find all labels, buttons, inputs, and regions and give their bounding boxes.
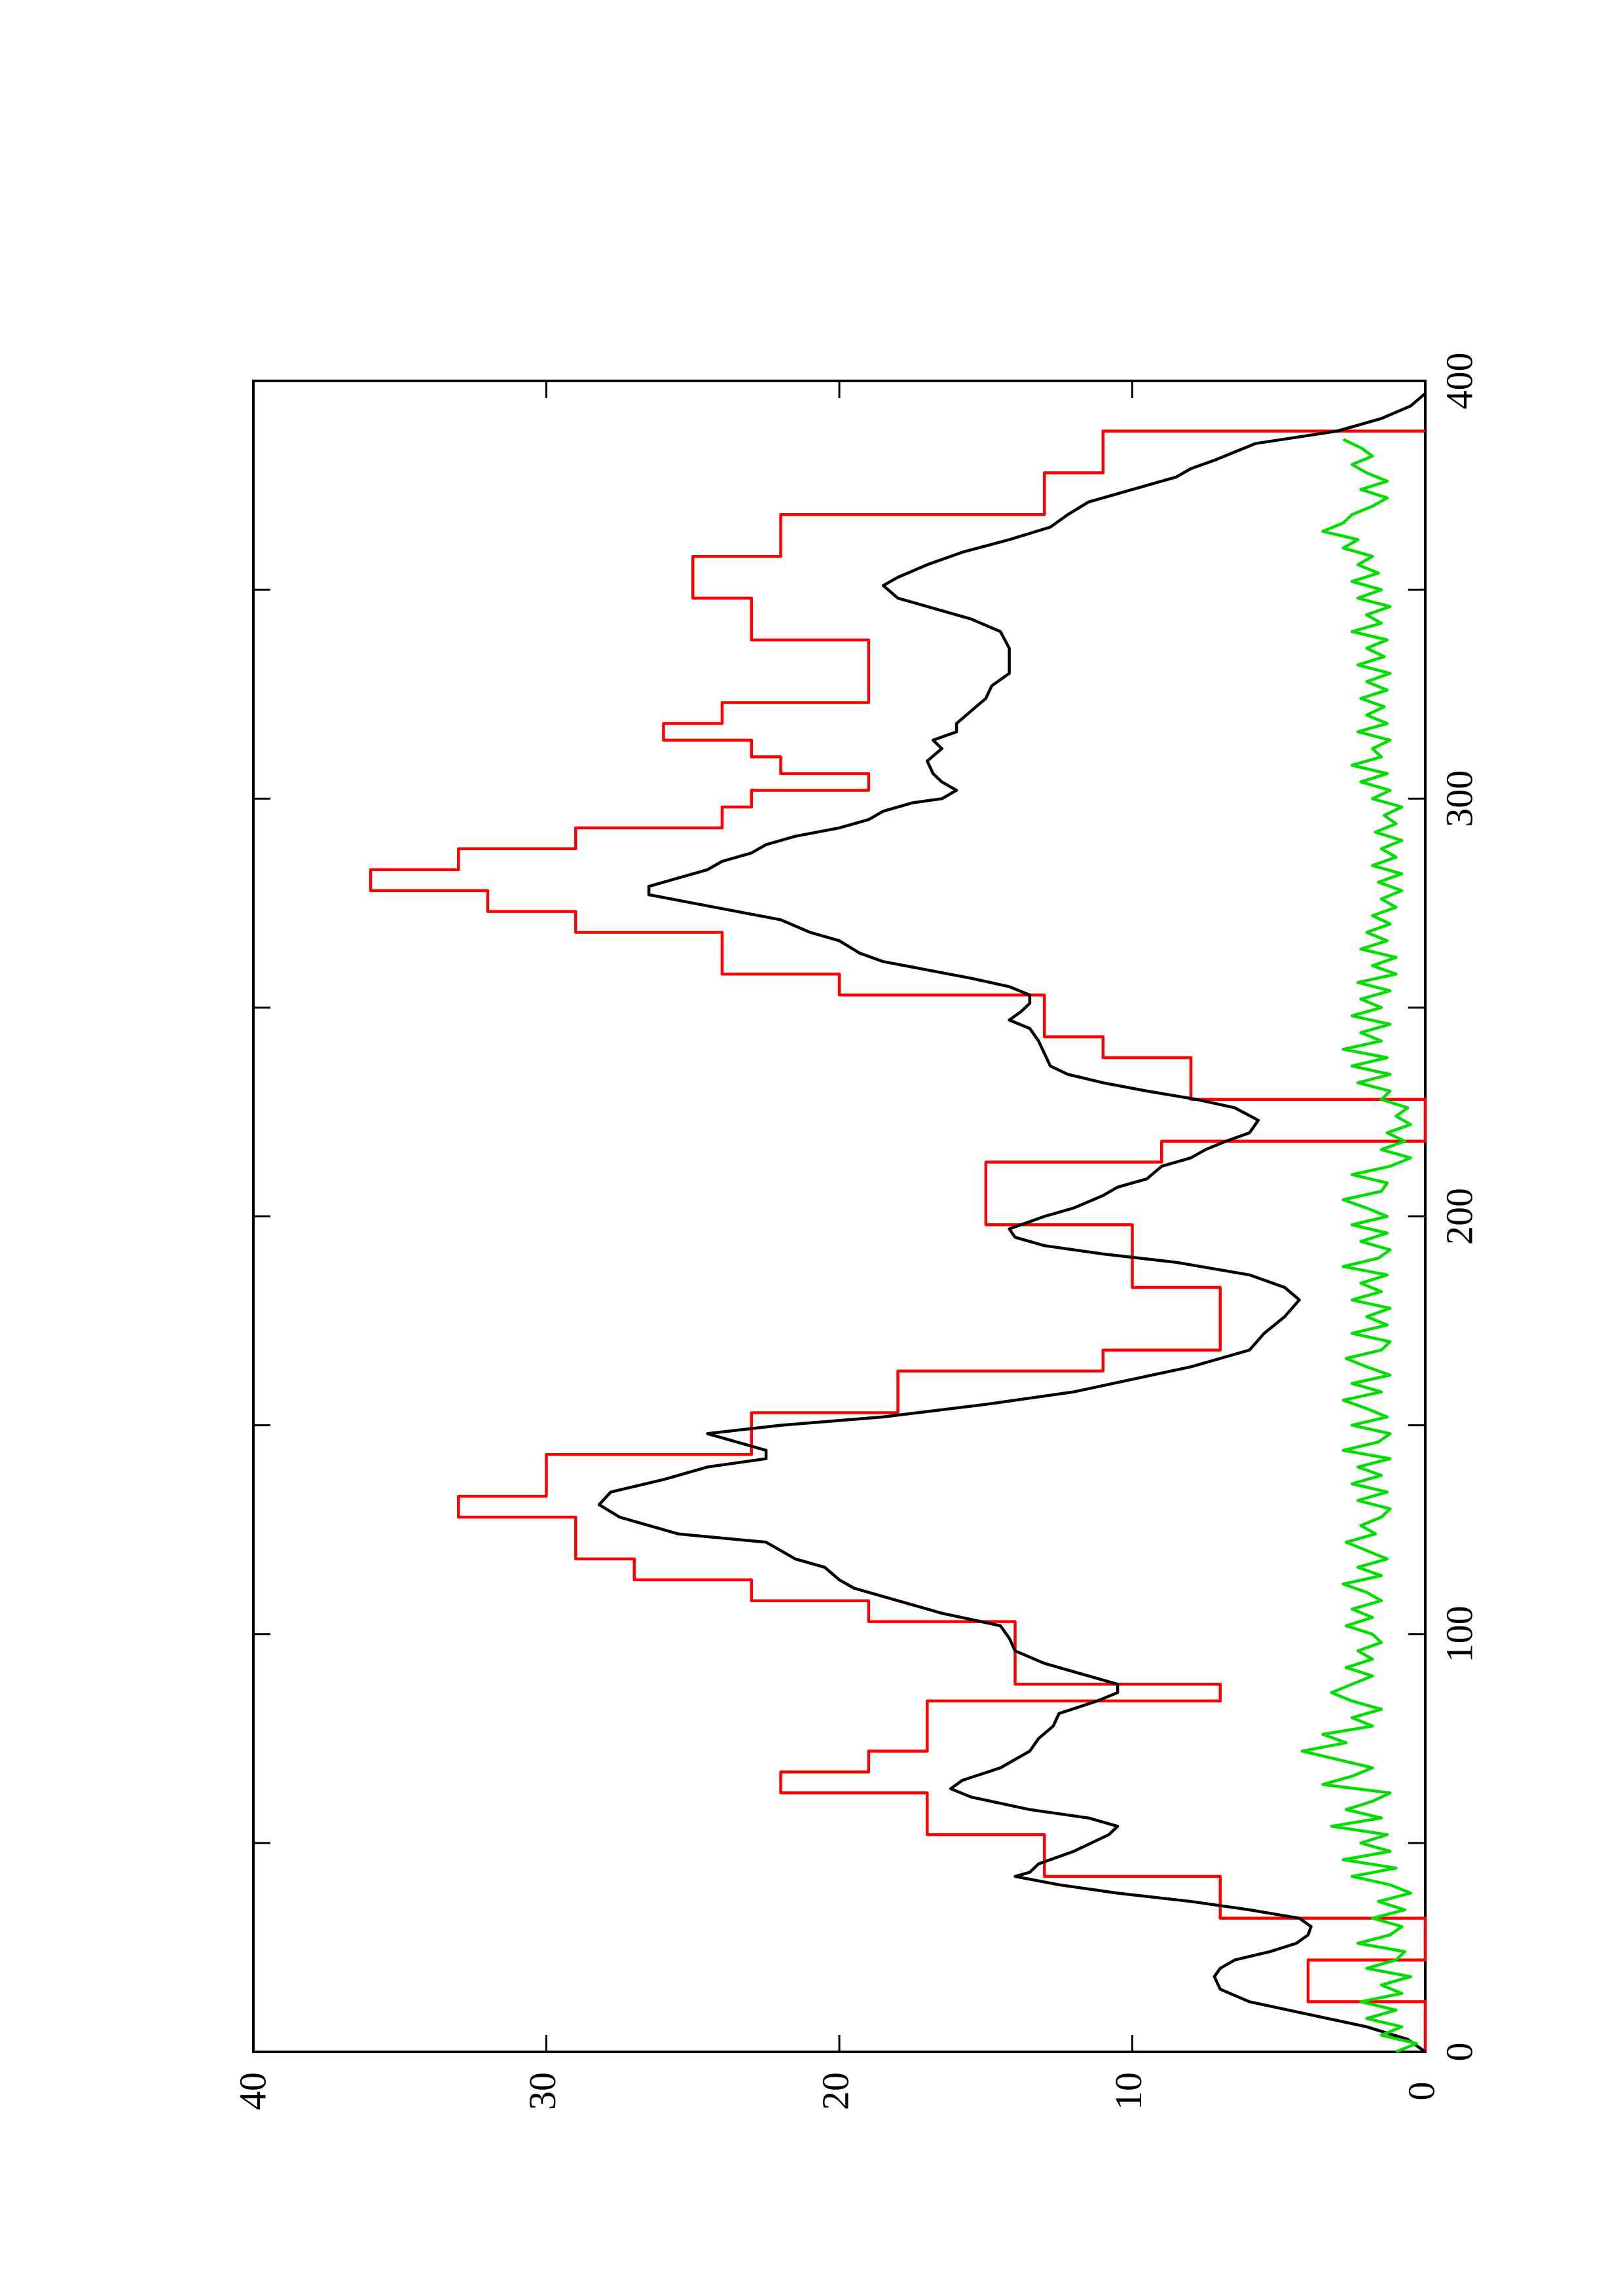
series-line-1 <box>597 392 1427 2053</box>
x-tick-label: 100 <box>1438 1605 1480 1662</box>
y-tick-label: 20 <box>814 2072 856 2110</box>
x-tick-label: 300 <box>1438 770 1480 827</box>
y-tick-label: 0 <box>1400 2082 1442 2101</box>
y-tick-label: 30 <box>521 2072 564 2110</box>
y-tick-label: 10 <box>1107 2072 1150 2110</box>
x-tick-label: 200 <box>1438 1188 1480 1245</box>
series-line-2 <box>1300 438 1418 2054</box>
x-tick-label: 400 <box>1438 353 1480 410</box>
axis-ticks <box>252 380 1427 2053</box>
y-tick-label: 40 <box>231 2072 274 2110</box>
x-tick-label: 0 <box>1438 2043 1480 2062</box>
axis-tick-labels: 0 100 200 300 400 0 10 20 30 40 <box>231 353 1480 2111</box>
plot-frame <box>252 380 1427 2053</box>
series-line-0 <box>369 429 1427 2052</box>
series-layer <box>369 392 1427 2054</box>
